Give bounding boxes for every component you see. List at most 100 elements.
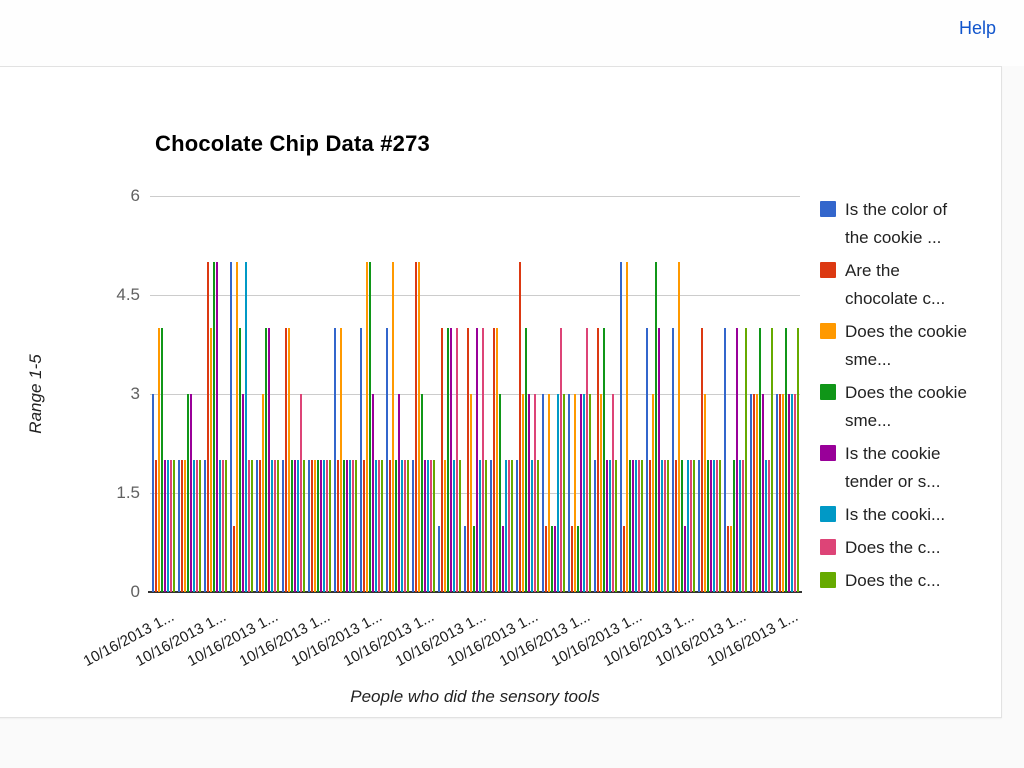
legend-item[interactable]: Does the c... xyxy=(820,567,996,595)
bar[interactable] xyxy=(559,328,562,592)
bar[interactable] xyxy=(160,328,163,592)
bar[interactable] xyxy=(758,328,761,592)
bar[interactable] xyxy=(420,394,423,592)
bar[interactable] xyxy=(244,262,247,592)
bar[interactable] xyxy=(619,262,622,592)
bar[interactable] xyxy=(700,328,703,592)
bar[interactable] xyxy=(374,460,377,592)
bar[interactable] xyxy=(377,460,380,592)
bar[interactable] xyxy=(562,394,565,592)
bar[interactable] xyxy=(345,460,348,592)
bar[interactable] xyxy=(267,328,270,592)
bar[interactable] xyxy=(660,460,663,592)
legend-item[interactable]: Is the cooki... xyxy=(820,501,996,529)
bar[interactable] xyxy=(692,460,695,592)
bar[interactable] xyxy=(602,328,605,592)
bar[interactable] xyxy=(307,460,310,592)
bar[interactable] xyxy=(400,460,403,592)
bar[interactable] xyxy=(767,460,770,592)
bar[interactable] xyxy=(469,394,472,592)
bar[interactable] xyxy=(637,460,640,592)
bar[interactable] xyxy=(683,526,686,592)
bar[interactable] xyxy=(241,394,244,592)
bar[interactable] xyxy=(385,328,388,592)
bar[interactable] xyxy=(484,460,487,592)
bar[interactable] xyxy=(198,460,201,592)
bar[interactable] xyxy=(339,328,342,592)
bar[interactable] xyxy=(169,460,172,592)
bar[interactable] xyxy=(556,394,559,592)
bar[interactable] xyxy=(186,394,189,592)
bar[interactable] xyxy=(151,394,154,592)
bar[interactable] xyxy=(449,328,452,592)
bar[interactable] xyxy=(501,526,504,592)
bar[interactable] xyxy=(593,460,596,592)
bar[interactable] xyxy=(452,460,455,592)
bar[interactable] xyxy=(585,328,588,592)
bar[interactable] xyxy=(599,394,602,592)
bar[interactable] xyxy=(276,460,279,592)
bar[interactable] xyxy=(715,460,718,592)
bar[interactable] xyxy=(380,460,383,592)
bar[interactable] xyxy=(270,460,273,592)
bar[interactable] xyxy=(472,526,475,592)
bar[interactable] xyxy=(296,460,299,592)
bar[interactable] xyxy=(738,460,741,592)
bar[interactable] xyxy=(547,394,550,592)
bar[interactable] xyxy=(749,394,752,592)
legend-item[interactable]: Is the cookie tender or s... xyxy=(820,440,996,496)
bar[interactable] xyxy=(432,460,435,592)
bar[interactable] xyxy=(582,394,585,592)
bar[interactable] xyxy=(518,262,521,592)
bar[interactable] xyxy=(287,328,290,592)
bar[interactable] xyxy=(744,328,747,592)
bar[interactable] xyxy=(212,262,215,592)
bar[interactable] xyxy=(238,328,241,592)
bar[interactable] xyxy=(781,394,784,592)
bar[interactable] xyxy=(544,526,547,592)
bar[interactable] xyxy=(177,460,180,592)
bar[interactable] xyxy=(478,460,481,592)
bar[interactable] xyxy=(351,460,354,592)
bar[interactable] xyxy=(640,460,643,592)
bar[interactable] xyxy=(648,460,651,592)
bar[interactable] xyxy=(680,460,683,592)
bar[interactable] xyxy=(735,328,738,592)
bar[interactable] xyxy=(426,460,429,592)
bar[interactable] xyxy=(403,460,406,592)
legend-item[interactable]: Does the cookie sme... xyxy=(820,379,996,435)
bar[interactable] xyxy=(793,394,796,592)
bar[interactable] xyxy=(299,394,302,592)
bar[interactable] xyxy=(787,394,790,592)
bar[interactable] xyxy=(371,394,374,592)
bar[interactable] xyxy=(605,460,608,592)
bar[interactable] xyxy=(622,526,625,592)
bar[interactable] xyxy=(489,460,492,592)
bar[interactable] xyxy=(475,328,478,592)
bar[interactable] xyxy=(368,262,371,592)
bar[interactable] xyxy=(614,460,617,592)
bar[interactable] xyxy=(195,460,198,592)
bar[interactable] xyxy=(573,394,576,592)
bar[interactable] xyxy=(192,460,195,592)
bar[interactable] xyxy=(515,460,518,592)
bar[interactable] xyxy=(414,262,417,592)
bar[interactable] xyxy=(406,460,409,592)
bar[interactable] xyxy=(625,262,628,592)
bar[interactable] xyxy=(446,328,449,592)
bar[interactable] xyxy=(723,328,726,592)
bar[interactable] xyxy=(712,460,715,592)
bar[interactable] xyxy=(218,460,221,592)
bar[interactable] xyxy=(726,526,729,592)
bar[interactable] xyxy=(645,328,648,592)
bar[interactable] xyxy=(209,328,212,592)
bar[interactable] xyxy=(718,460,721,592)
bar[interactable] xyxy=(258,460,261,592)
bar[interactable] xyxy=(631,460,634,592)
bar[interactable] xyxy=(481,328,484,592)
bar[interactable] xyxy=(417,262,420,592)
bar[interactable] xyxy=(784,328,787,592)
bar[interactable] xyxy=(674,460,677,592)
bar[interactable] xyxy=(567,394,570,592)
bar[interactable] xyxy=(281,460,284,592)
